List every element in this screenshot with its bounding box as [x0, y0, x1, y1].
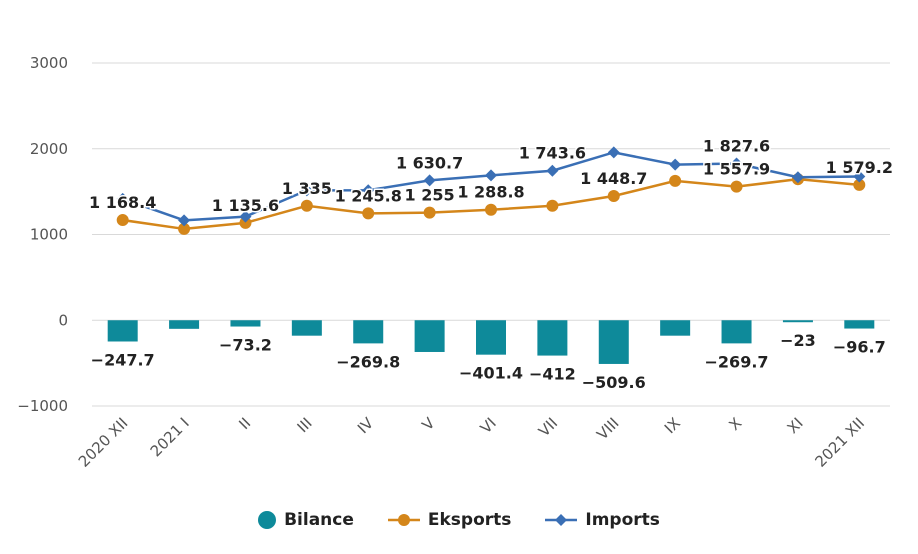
x-tick-label: VI: [477, 414, 500, 437]
legend-item-imports[interactable]: Imports: [545, 510, 660, 530]
legend-label-eksports: Eksports: [427, 510, 512, 530]
imports-data-label: 1 630.7: [396, 153, 463, 172]
bilance-bar: [353, 320, 384, 344]
imports-point: [423, 174, 436, 187]
legend-item-bilance[interactable]: Bilance: [258, 510, 354, 530]
bilance-data-label: −509.6: [582, 373, 646, 392]
eksports-point: [607, 190, 620, 203]
x-tick-label: 2021 XII: [812, 414, 869, 471]
bilance-bar: [598, 320, 629, 364]
eksports-data-label: 1 579.2: [826, 158, 893, 177]
bilance-bar: [537, 320, 568, 356]
y-tick-label: −1000: [17, 397, 68, 415]
eksports-data-label: 1 448.7: [580, 169, 647, 188]
y-tick-label: 1000: [30, 226, 68, 244]
eksports-point: [178, 222, 191, 235]
x-tick-label: III: [294, 414, 316, 436]
eksports-point: [485, 203, 497, 216]
bilance-bar: [844, 320, 875, 329]
x-tick-label: V: [418, 414, 439, 435]
legend: Bilance Eksports Imports: [0, 510, 918, 530]
eksports-point: [546, 199, 559, 212]
legend-symbol-imports: [545, 514, 578, 526]
y-tick-label: 2000: [30, 140, 68, 158]
imports-point: [362, 184, 375, 197]
eksports-point: [423, 206, 436, 219]
bilance-bar: [476, 320, 506, 355]
imports-point: [546, 164, 559, 177]
legend-label-imports: Imports: [585, 510, 660, 530]
imports-point: [853, 170, 866, 183]
eksports-point: [300, 199, 313, 212]
eksports-data-label: 1 255: [405, 186, 455, 205]
data-labels: −247.7−73.2−269.8−401.4 −412 −509.6−269.7−…: [88, 135, 895, 393]
bilance-data-label: −269.8: [336, 352, 400, 371]
x-tick-label: VII: [535, 414, 561, 440]
eksports-point: [730, 180, 743, 193]
eksports-point: [669, 174, 682, 187]
imports-data-label: 1 827.6: [703, 137, 770, 156]
bilance-bar: [291, 320, 322, 336]
eksports-data-label: 1 245.8: [335, 186, 402, 205]
eksports-data-label: 1 335: [282, 179, 332, 198]
eksports-data-label: 1 288.8: [457, 183, 524, 202]
bilance-bar: [107, 320, 138, 342]
imports-point: [485, 169, 497, 182]
bilance-bar: [721, 320, 752, 344]
bilance-data-label: −73.2: [219, 336, 272, 355]
eksports-point: [239, 216, 252, 229]
bilance-bar: [660, 320, 691, 336]
y-tick-label: 3000: [30, 54, 68, 72]
x-tick-label: IX: [661, 414, 684, 437]
imports-point: [607, 146, 620, 159]
series-lines: [116, 146, 866, 235]
imports-point: [730, 157, 743, 170]
bilance-data-label: −247.7: [91, 350, 155, 369]
bilance-data-label: −412: [529, 365, 576, 384]
eksports-point: [362, 207, 375, 220]
imports-point: [300, 184, 313, 197]
legend-label-bilance: Bilance: [284, 510, 354, 530]
imports-point: [239, 210, 252, 223]
imports-point: [178, 214, 191, 227]
eksports-point: [853, 178, 866, 191]
eksports-data-label: 1 168.4: [89, 193, 156, 212]
eksports-data-label: 1 135.6: [212, 196, 279, 215]
bilance-bars: [107, 320, 875, 364]
legend-symbol-eksports: [387, 514, 420, 526]
bilance-bar: [230, 320, 261, 327]
x-tick-label: 2020 XII: [75, 414, 132, 471]
x-tick-label: VIII: [593, 414, 622, 443]
bilance-data-label: −23: [780, 331, 816, 350]
x-tick-label: X: [725, 414, 745, 434]
x-tick-label: 2021 I: [147, 414, 193, 460]
x-tick-label: IV: [354, 414, 378, 438]
legend-symbol-bilance: [258, 511, 277, 529]
x-tick-label: XI: [784, 414, 807, 437]
eksports-point: [116, 214, 129, 227]
bilance-data-label: −401.4: [459, 364, 523, 383]
imports-point: [791, 171, 804, 184]
legend-item-eksports[interactable]: Eksports: [387, 510, 512, 530]
eksports-data-label: 1 557.9: [703, 160, 770, 179]
imports-point: [116, 192, 129, 205]
x-tick-label: II: [235, 414, 254, 433]
bilance-bar: [782, 320, 813, 323]
imports-point: [669, 158, 682, 171]
bilance-bar: [169, 320, 200, 329]
bilance-data-label: −96.7: [833, 338, 886, 357]
gridlines: [92, 62, 890, 407]
imports-data-label: 1 743.6: [519, 144, 586, 163]
y-tick-label: 0: [58, 311, 68, 329]
bilance-data-label: −269.7: [705, 352, 769, 371]
y-axis-ticks: −1000 0 1000 2000 3000: [17, 54, 68, 415]
x-axis-ticks: 2020 XII 2021 I II III IV V VI VII VIII IX X XI 2021…: [75, 414, 868, 471]
bilance-bar: [414, 320, 445, 352]
